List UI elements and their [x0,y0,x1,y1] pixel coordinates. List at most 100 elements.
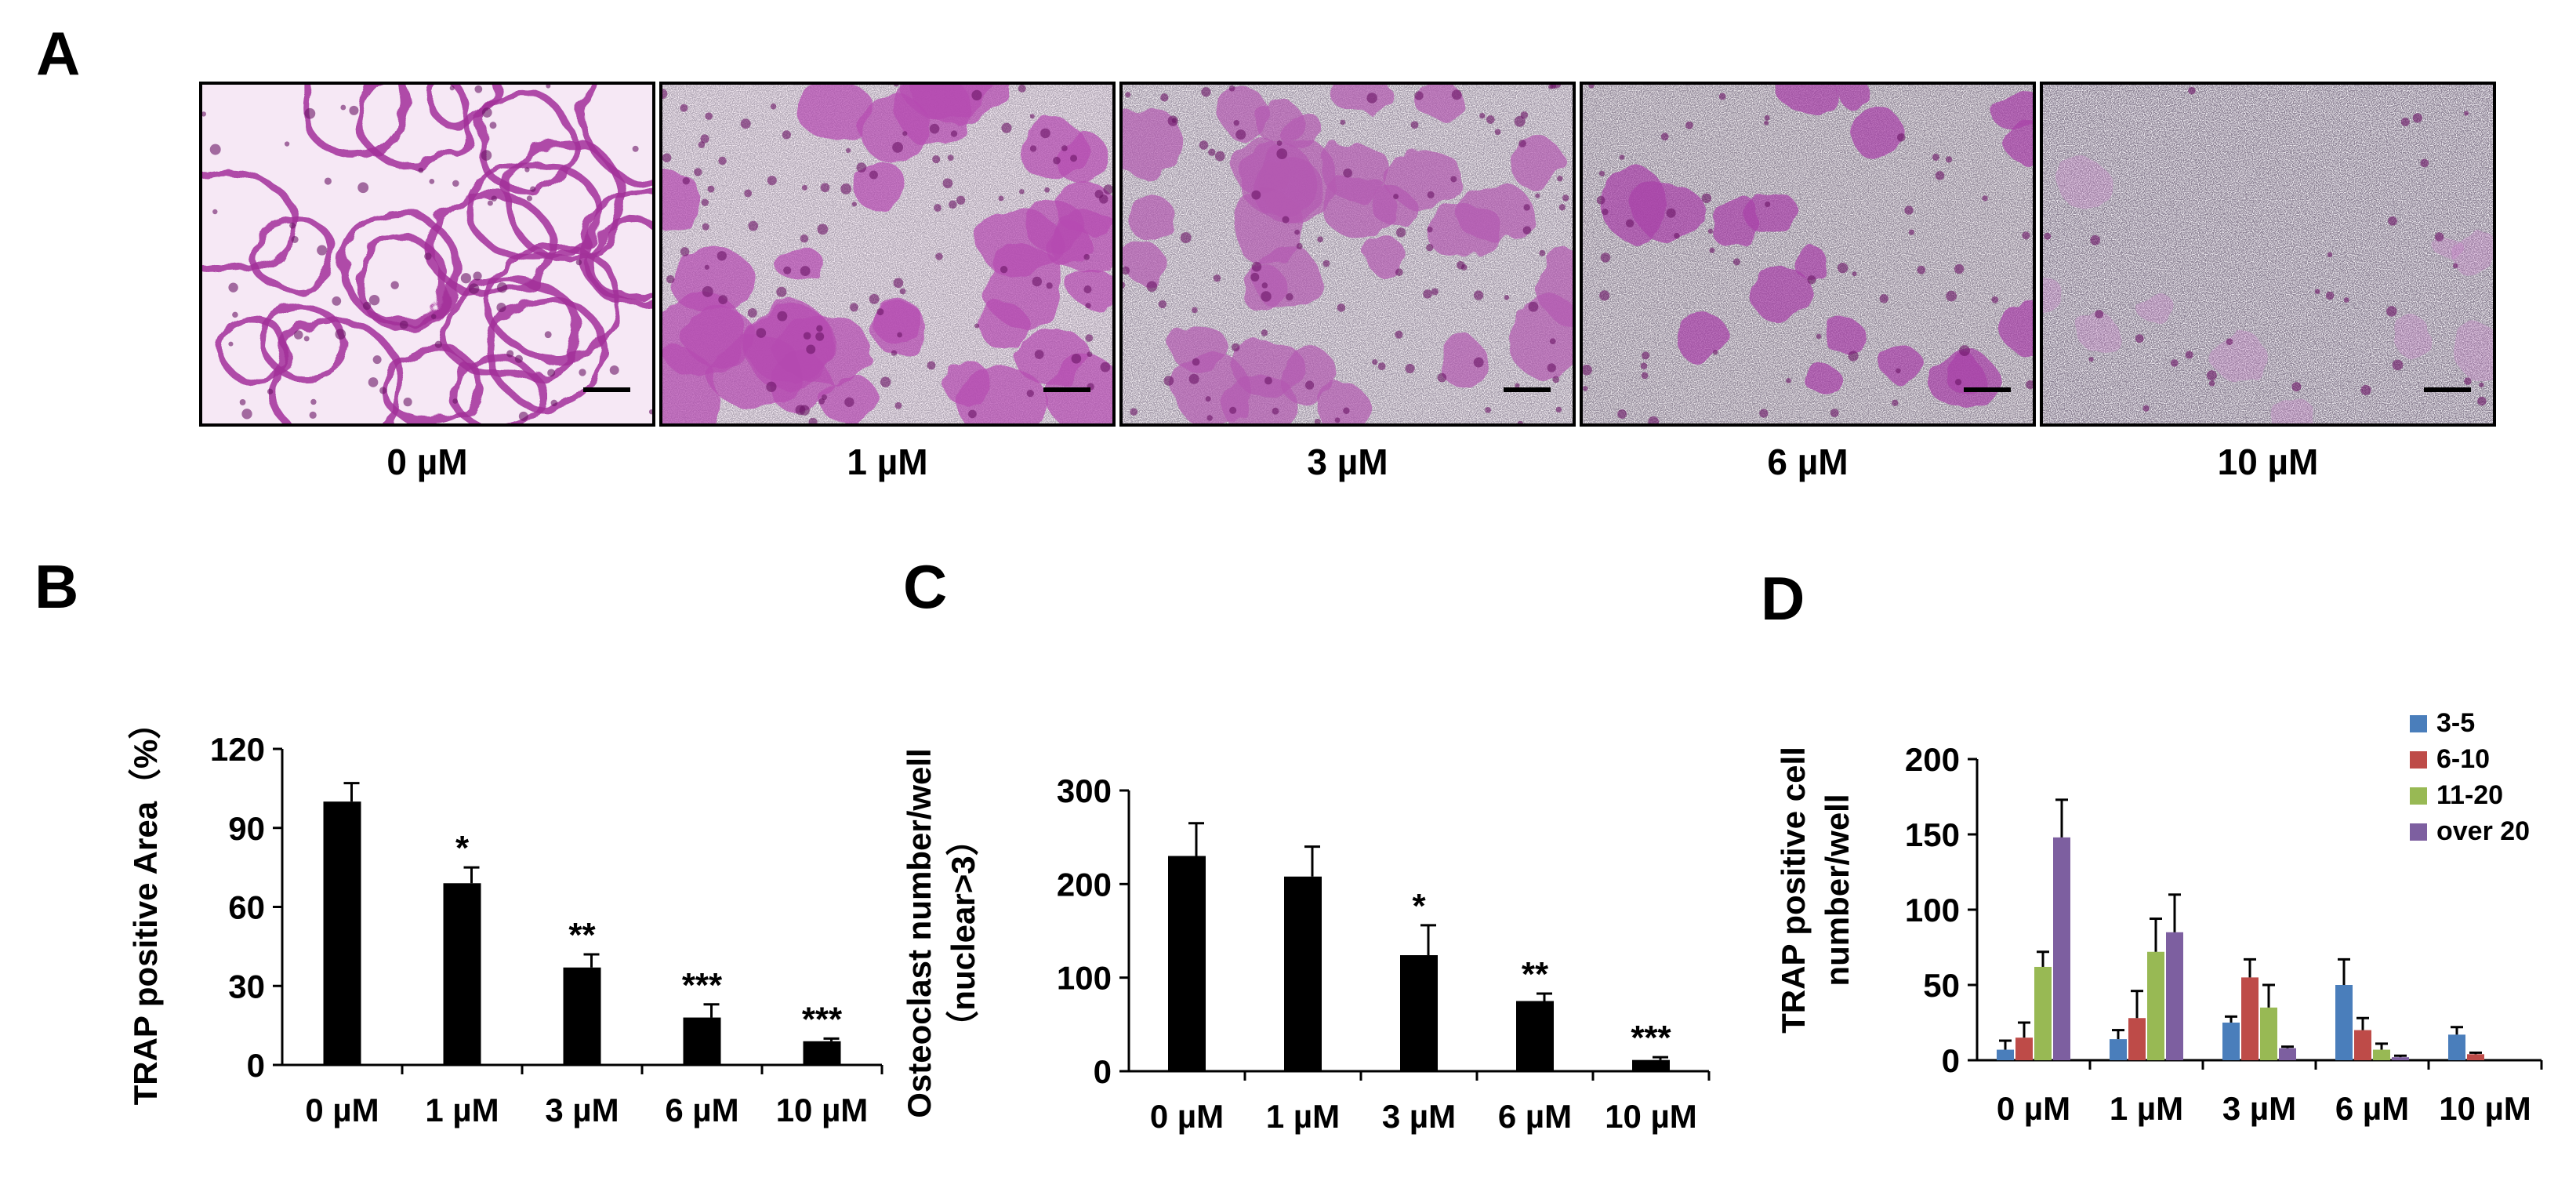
significance-marker: *** [682,966,723,1005]
micrograph-frame [1580,82,2036,427]
y-tick-label: 100 [1905,892,1960,928]
bar-6-10 [2354,1030,2371,1060]
significance-marker: ** [568,916,596,954]
legend-label: over 20 [2436,816,2530,846]
bar-6-10 [2128,1018,2146,1060]
y-axis-label: Osteoclast number/well [901,748,938,1117]
bar [1516,1001,1554,1071]
panel-label-a: A [36,19,80,88]
legend-swatch [2410,823,2427,841]
bar [803,1041,841,1065]
legend-swatch [2410,715,2427,732]
x-tick-label: 0 µM [305,1092,379,1128]
x-tick-label: 3 µM [1382,1098,1456,1135]
x-tick-label: 0 µM [1150,1098,1224,1135]
x-tick-label: 6 µM [1498,1098,1572,1135]
significance-marker: *** [1631,1019,1671,1057]
bar-11-20 [2373,1049,2390,1060]
y-axis-label: TRAP positive Area（%） [127,707,164,1106]
micrograph-frame [2040,82,2496,427]
bar-3-5 [1997,1049,2014,1060]
scale-bar [1504,387,1551,392]
bar-3-5 [2448,1034,2465,1060]
bar [1400,955,1438,1071]
micrograph-cells [201,83,654,425]
micrograph-caption: 1 µM [847,442,927,482]
bar [443,883,481,1065]
panel-label-b: B [34,552,78,621]
significance-marker: *** [802,1000,843,1038]
y-axis-label: number/well [1819,794,1856,986]
significance-marker: ** [1522,955,1549,994]
bar-3-5 [2335,985,2353,1060]
micrograph-2: 3 µM [1119,82,1576,482]
micrograph-4: 10 µM [2040,82,2496,482]
y-tick-label: 90 [228,810,265,847]
micrograph-row: 0 µM 1 µM 3 µM 6 µM 10 µM [199,82,2496,482]
micrograph-3: 6 µM [1580,82,2036,482]
x-tick-label: 3 µM [2222,1090,2296,1127]
x-tick-label: 0 µM [1997,1090,2070,1127]
legend-swatch [2410,787,2427,805]
micrograph-frame [659,82,1116,427]
significance-marker: * [455,829,470,867]
bar-6-10 [2015,1037,2033,1060]
micrograph-1: 1 µM [659,82,1116,482]
bar-over-20 [2166,932,2183,1060]
x-tick-label: 1 µM [1266,1098,1340,1135]
micrograph-caption: 6 µM [1767,442,1848,482]
legend: 3-5 6-10 11-20 over 20 [2410,708,2530,846]
bar [1632,1059,1670,1071]
bar-over-20 [2392,1057,2409,1060]
legend-label: 3-5 [2436,708,2475,738]
x-tick-label: 6 µM [665,1092,738,1128]
bar-over-20 [2279,1048,2296,1060]
bar-over-20 [2053,837,2070,1060]
y-tick-label: 200 [1057,866,1112,903]
bar-6-10 [2241,977,2259,1060]
panel-label-d: D [1761,564,1805,633]
y-tick-label: 60 [228,889,265,926]
y-tick-label: 30 [228,968,265,1005]
micrograph-cells [1581,83,2034,425]
bar-3-5 [2222,1023,2240,1060]
bar [1168,856,1206,1071]
scale-bar [1964,387,2011,392]
y-tick-label: 0 [247,1047,265,1084]
bar-3-5 [2110,1039,2127,1060]
bar [683,1017,721,1065]
x-tick-label: 10 µM [1605,1098,1697,1135]
y-tick-label: 200 [1905,741,1960,778]
x-tick-label: 10 µM [776,1092,869,1128]
micrograph-cells [661,83,1114,425]
legend-label: 11-20 [2436,780,2503,810]
micrograph-caption: 10 µM [2218,442,2319,482]
x-tick-label: 1 µM [425,1092,499,1128]
x-tick-label: 1 µM [2110,1090,2183,1127]
y-tick-label: 0 [1094,1053,1112,1090]
bar [323,801,361,1065]
y-tick-label: 300 [1057,772,1112,809]
bar-11-20 [2147,951,2164,1060]
micrograph-caption: 3 µM [1307,442,1388,482]
micrograph-cells [2041,83,2494,425]
bar [1284,876,1322,1071]
scale-bar [2424,387,2471,392]
y-tick-label: 0 [1942,1042,1960,1079]
micrograph-caption: 0 µM [386,442,467,482]
y-tick-label: 100 [1057,960,1112,997]
bar [563,967,601,1065]
legend-swatch [2410,751,2427,769]
x-tick-label: 6 µM [2335,1090,2409,1127]
y-axis-label: TRAP positive cell [1775,747,1812,1034]
micrograph-cells [1121,83,1574,425]
scale-bar [583,387,630,392]
chart-d: 0 50 100 150 200 0 µM 1 µM 3 µM 6 µM 10 µM 3-5 6-10… [1775,708,2543,1127]
y-tick-label: 50 [1923,967,1960,1004]
bar-11-20 [2260,1007,2277,1060]
micrograph-frame [1119,82,1576,427]
micrograph-0: 0 µM [199,82,655,482]
